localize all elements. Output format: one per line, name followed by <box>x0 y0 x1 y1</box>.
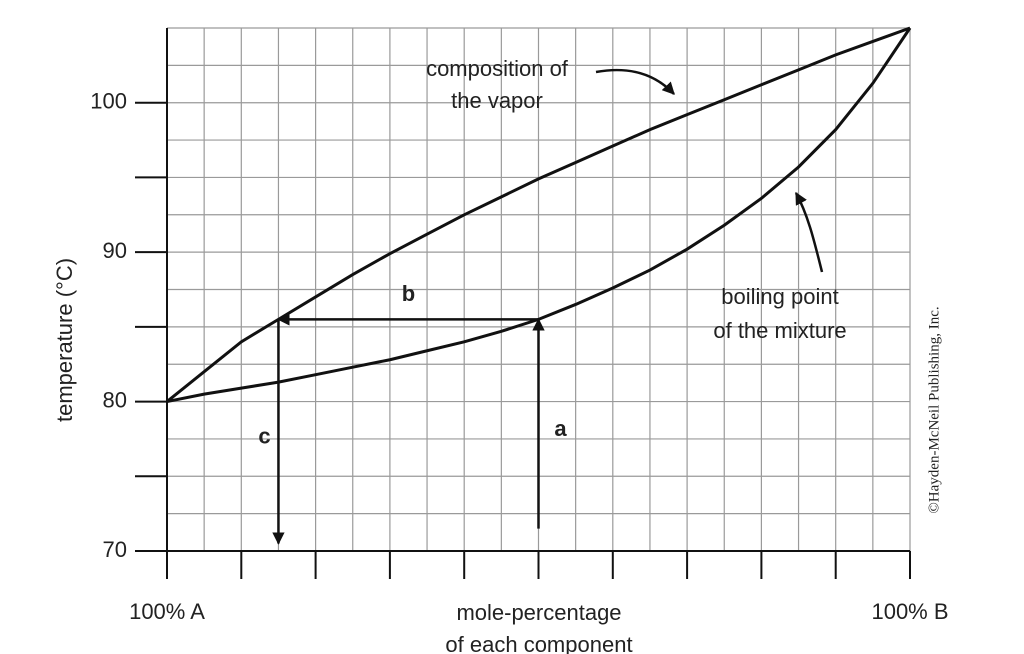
series-label: of the mixture <box>713 318 846 343</box>
y-tick-label: 80 <box>103 387 127 412</box>
series-label: the vapor <box>451 88 543 113</box>
callout-pointer <box>794 191 824 273</box>
callout-pointer <box>595 68 675 95</box>
curve <box>166 26 911 403</box>
annotation-label: b <box>402 281 415 306</box>
x-tick-label: 100% A <box>129 599 205 624</box>
annotation-label: a <box>554 416 567 441</box>
y-tick-label: 90 <box>103 238 127 263</box>
y-axis-label: temperature (°C) <box>52 258 77 422</box>
plot: a b c <box>166 26 912 545</box>
series-label: boiling point <box>721 284 838 309</box>
x-axis-label: mole-percentage <box>456 600 621 625</box>
series-label: composition of <box>426 56 569 81</box>
x-tick-label: 100% B <box>871 599 948 624</box>
y-tick-label: 100 <box>90 89 127 114</box>
credit: ©Hayden-McNeil Publishing, Inc. <box>926 306 942 513</box>
y-tick-label: 70 <box>103 537 127 562</box>
x-axis-label: of each component <box>445 632 632 654</box>
annotation-label: c <box>258 423 270 448</box>
